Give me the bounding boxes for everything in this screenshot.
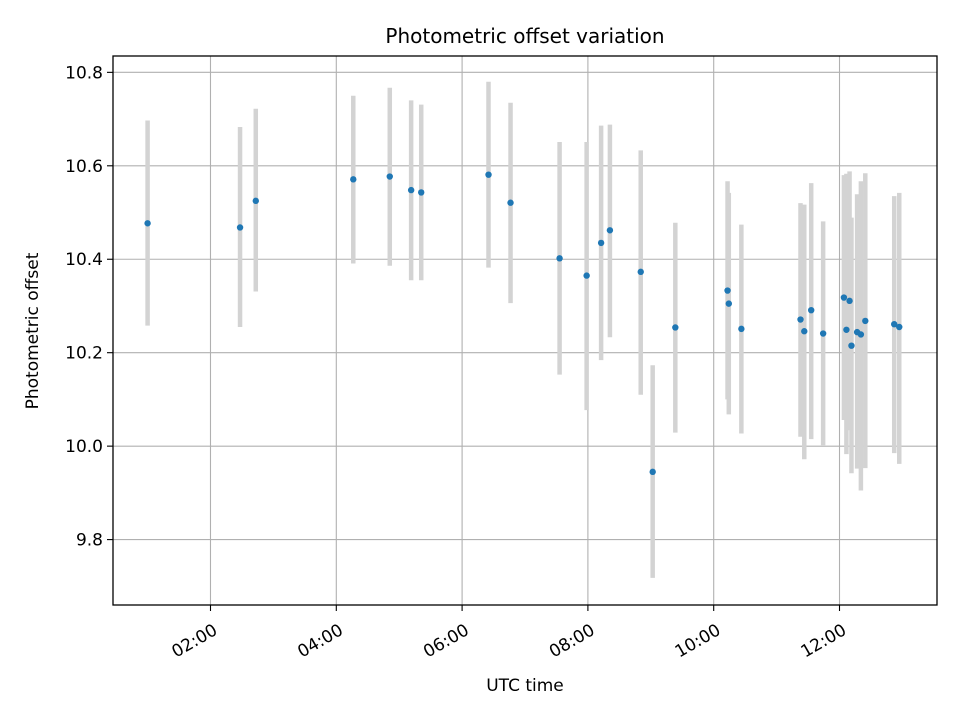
- data-point: [846, 297, 853, 305]
- y-axis-ticks: 9.8 10.0 10.2 10.4 10.6 10.8: [65, 63, 113, 551]
- data-point: [840, 294, 848, 301]
- plot-area-frame: [112, 55, 938, 606]
- data-point: [485, 171, 492, 178]
- y-tick-label: 10.6: [65, 157, 103, 177]
- data-point: [407, 186, 415, 194]
- data-point: [724, 287, 731, 294]
- y-tick-label: 9.8: [76, 531, 103, 551]
- data-point: [801, 328, 808, 335]
- data-point: [350, 176, 357, 183]
- data-point: [252, 197, 259, 205]
- x-axis-title: UTC time: [486, 676, 564, 696]
- data-point: [843, 326, 850, 333]
- data-point: [857, 331, 865, 338]
- data-point: [738, 325, 745, 333]
- data-point: [819, 330, 827, 337]
- data-point: [236, 224, 244, 231]
- data-points: [144, 171, 903, 476]
- data-point: [597, 239, 605, 247]
- data-point: [144, 220, 151, 227]
- data-point: [807, 306, 815, 314]
- data-point: [862, 317, 869, 325]
- data-point: [725, 300, 732, 307]
- y-tick-label: 10.2: [65, 344, 103, 364]
- y-tick-label: 10.0: [65, 437, 103, 457]
- chart-title: Photometric offset variation: [385, 24, 664, 48]
- data-point: [386, 173, 393, 180]
- data-point: [507, 199, 514, 206]
- data-point: [848, 342, 855, 349]
- y-tick-label: 10.8: [65, 63, 103, 83]
- data-point: [637, 268, 644, 276]
- data-point: [896, 323, 903, 331]
- y-tick-label: 10.4: [65, 250, 103, 270]
- data-point: [583, 272, 590, 279]
- data-point: [556, 255, 563, 262]
- data-point: [418, 189, 425, 196]
- data-point: [649, 468, 656, 476]
- y-axis-title: Photometric offset: [23, 252, 43, 409]
- data-point: [797, 316, 804, 323]
- data-point: [891, 320, 898, 328]
- data-point: [672, 324, 679, 331]
- data-point: [606, 227, 614, 234]
